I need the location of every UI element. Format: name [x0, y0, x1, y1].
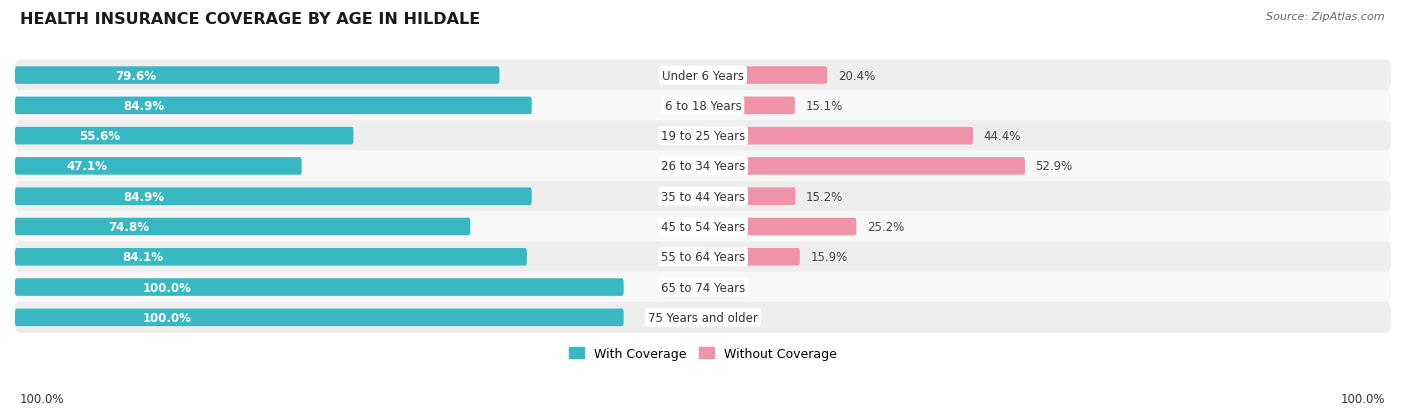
Text: 52.9%: 52.9% [1036, 160, 1073, 173]
FancyBboxPatch shape [15, 97, 531, 115]
Text: 55.6%: 55.6% [79, 130, 120, 143]
FancyBboxPatch shape [703, 67, 827, 85]
Text: 65 to 74 Years: 65 to 74 Years [661, 281, 745, 294]
Text: 84.9%: 84.9% [124, 100, 165, 113]
FancyBboxPatch shape [703, 128, 973, 145]
Text: 44.4%: 44.4% [984, 130, 1021, 143]
Text: 75 Years and older: 75 Years and older [648, 311, 758, 324]
FancyBboxPatch shape [15, 121, 1391, 152]
Text: 45 to 54 Years: 45 to 54 Years [661, 221, 745, 233]
FancyBboxPatch shape [703, 248, 800, 266]
FancyBboxPatch shape [15, 242, 1391, 273]
Text: 0.0%: 0.0% [714, 281, 744, 294]
FancyBboxPatch shape [15, 248, 527, 266]
FancyBboxPatch shape [15, 218, 470, 236]
FancyBboxPatch shape [15, 151, 1391, 182]
Text: 25.2%: 25.2% [868, 221, 904, 233]
FancyBboxPatch shape [15, 158, 302, 175]
Text: 74.8%: 74.8% [108, 221, 149, 233]
Text: 84.9%: 84.9% [124, 190, 165, 203]
Text: 0.0%: 0.0% [714, 311, 744, 324]
FancyBboxPatch shape [15, 91, 1391, 121]
FancyBboxPatch shape [703, 218, 856, 236]
FancyBboxPatch shape [15, 279, 624, 296]
Text: 20.4%: 20.4% [838, 69, 875, 82]
Text: HEALTH INSURANCE COVERAGE BY AGE IN HILDALE: HEALTH INSURANCE COVERAGE BY AGE IN HILD… [20, 12, 479, 27]
Text: 35 to 44 Years: 35 to 44 Years [661, 190, 745, 203]
Text: 26 to 34 Years: 26 to 34 Years [661, 160, 745, 173]
Text: 6 to 18 Years: 6 to 18 Years [665, 100, 741, 113]
FancyBboxPatch shape [15, 302, 1391, 333]
FancyBboxPatch shape [15, 188, 531, 206]
Text: 79.6%: 79.6% [115, 69, 156, 82]
Text: Source: ZipAtlas.com: Source: ZipAtlas.com [1267, 12, 1385, 22]
FancyBboxPatch shape [703, 158, 1025, 175]
Text: 15.2%: 15.2% [806, 190, 844, 203]
Text: 15.1%: 15.1% [806, 100, 842, 113]
Text: 100.0%: 100.0% [143, 311, 191, 324]
Text: 47.1%: 47.1% [66, 160, 107, 173]
Text: 100.0%: 100.0% [1340, 392, 1385, 405]
Text: Under 6 Years: Under 6 Years [662, 69, 744, 82]
Text: 84.1%: 84.1% [122, 251, 163, 263]
FancyBboxPatch shape [15, 181, 1391, 212]
FancyBboxPatch shape [703, 97, 794, 115]
Text: 100.0%: 100.0% [143, 281, 191, 294]
FancyBboxPatch shape [15, 60, 1391, 91]
FancyBboxPatch shape [15, 272, 1391, 303]
FancyBboxPatch shape [15, 309, 624, 326]
Text: 100.0%: 100.0% [20, 392, 65, 405]
Text: 15.9%: 15.9% [810, 251, 848, 263]
Text: 19 to 25 Years: 19 to 25 Years [661, 130, 745, 143]
FancyBboxPatch shape [15, 67, 499, 85]
FancyBboxPatch shape [703, 188, 796, 206]
Text: 55 to 64 Years: 55 to 64 Years [661, 251, 745, 263]
FancyBboxPatch shape [15, 128, 353, 145]
FancyBboxPatch shape [15, 211, 1391, 242]
Legend: With Coverage, Without Coverage: With Coverage, Without Coverage [564, 342, 842, 365]
